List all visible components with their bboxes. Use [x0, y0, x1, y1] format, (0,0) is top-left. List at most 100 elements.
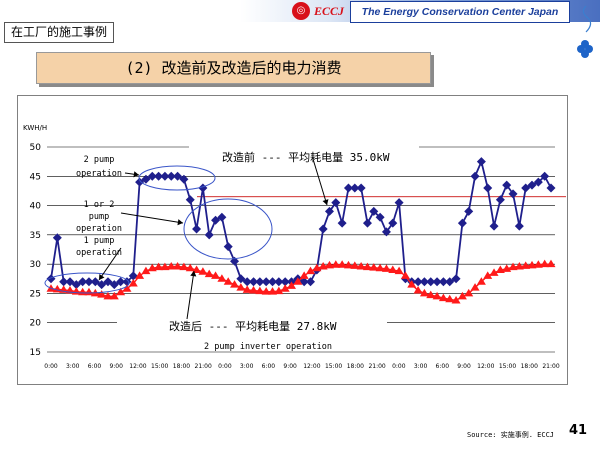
label-backdrop: [189, 145, 419, 167]
data-point-before: [154, 171, 164, 181]
x-tick-label: 6:00: [88, 363, 102, 370]
annotation-one-or-two-pump: 1 or 2 pump operation: [76, 200, 122, 234]
label-backdrop: [117, 315, 387, 351]
annotation-after-summary: 改造后 --- 平均耗电量 27.8kW: [169, 319, 337, 333]
data-point-before: [489, 221, 499, 231]
data-point-after: [287, 281, 297, 289]
data-point-before: [141, 174, 151, 184]
data-point-before: [350, 183, 360, 193]
data-point-before: [116, 277, 126, 287]
top-accent-line: [197, 196, 566, 198]
y-tick-label: 45: [30, 172, 41, 182]
x-tick-label: 18:00: [347, 363, 364, 370]
data-point-after: [381, 264, 391, 272]
data-point-after: [489, 268, 499, 276]
data-point-after: [249, 286, 259, 294]
data-point-after: [103, 291, 113, 300]
y-tick-label: 40: [30, 202, 42, 212]
data-point-before: [483, 183, 493, 193]
x-tick-label: 18:00: [173, 363, 190, 370]
data-point-after: [432, 291, 442, 300]
data-point-before: [394, 198, 404, 208]
data-point-after: [457, 291, 467, 300]
data-point-after: [527, 260, 537, 269]
arrow-one-pump: [98, 247, 122, 281]
data-point-before: [457, 218, 467, 228]
ellipse-one-pump: [44, 272, 130, 294]
data-point-before: [255, 277, 265, 287]
data-point-before: [451, 274, 461, 284]
data-point-before: [192, 224, 202, 234]
x-tick-label: 15:00: [325, 363, 342, 370]
data-point-before: [65, 277, 75, 287]
data-point-after: [255, 286, 265, 295]
data-point-before: [375, 212, 385, 222]
data-point-after: [419, 288, 429, 297]
data-point-before: [274, 277, 284, 287]
data-point-after: [236, 283, 246, 291]
x-tick-label: 15:00: [151, 363, 168, 370]
x-tick-label: 9:00: [109, 363, 123, 370]
data-point-before: [97, 280, 107, 290]
x-tick-label: 3:00: [414, 363, 428, 370]
organization-name: The Energy Conservation Center Japan: [350, 1, 570, 23]
ellipse-one-or-two-pump: [183, 198, 273, 260]
x-tick-label: 0:00: [218, 363, 232, 370]
data-point-before: [211, 215, 221, 225]
data-point-before: [173, 171, 183, 181]
data-point-before: [249, 277, 259, 287]
data-point-before: [533, 177, 543, 187]
data-point-after: [268, 287, 278, 295]
data-point-after: [230, 280, 240, 288]
x-tick-label: 9:00: [457, 363, 471, 370]
data-point-before: [299, 277, 309, 287]
data-point-before: [204, 230, 214, 240]
data-point-before: [46, 274, 56, 284]
data-point-before: [236, 274, 246, 284]
data-point-after: [470, 283, 480, 291]
x-tick-label: 12:00: [129, 363, 146, 370]
data-point-before: [135, 177, 145, 187]
x-tick-label: 21:00: [368, 363, 385, 370]
data-point-after: [141, 266, 151, 275]
annotation-before-summary: 改造前 --- 平均耗电量 35.0kW: [222, 150, 390, 164]
data-point-after: [116, 287, 126, 296]
data-point-before: [185, 195, 195, 205]
data-point-after: [305, 266, 315, 275]
data-point-before: [337, 218, 347, 228]
data-point-before: [356, 183, 366, 193]
data-point-before: [508, 189, 518, 199]
data-point-after: [147, 263, 157, 272]
data-point-after: [407, 280, 417, 288]
data-point-before: [217, 212, 227, 222]
data-point-before: [388, 218, 398, 228]
data-point-after: [204, 269, 214, 278]
x-tick-label: 12:00: [303, 363, 320, 370]
power-consumption-chart: 15 20 25 30 35 40 45 50 KWH/H 0:00 3:00 6:00 9:00 12:…: [23, 124, 566, 370]
y-tick-label: 50: [30, 143, 42, 153]
data-point-after: [540, 259, 550, 268]
data-point-after: [521, 261, 531, 269]
y-tick-label: 25: [30, 289, 41, 299]
data-point-before: [103, 277, 113, 287]
y-tick-label: 20: [30, 319, 42, 329]
data-point-before: [540, 171, 550, 181]
data-point-before: [514, 221, 524, 231]
data-point-after: [84, 287, 94, 296]
data-point-after: [514, 261, 524, 270]
data-point-after: [350, 261, 360, 269]
data-point-after: [394, 266, 404, 275]
data-point-before: [318, 224, 328, 234]
data-point-after: [356, 261, 366, 270]
data-point-after: [495, 265, 505, 273]
data-point-before: [476, 157, 486, 167]
ellipse-two-pump: [138, 165, 216, 191]
data-point-after: [217, 274, 227, 282]
data-point-before: [71, 280, 81, 290]
data-point-after: [413, 286, 423, 294]
data-point-before: [527, 180, 537, 190]
data-point-after: [331, 260, 341, 268]
y-tick-label: 30: [30, 260, 42, 270]
data-point-before: [90, 277, 100, 287]
data-point-before: [502, 180, 512, 190]
